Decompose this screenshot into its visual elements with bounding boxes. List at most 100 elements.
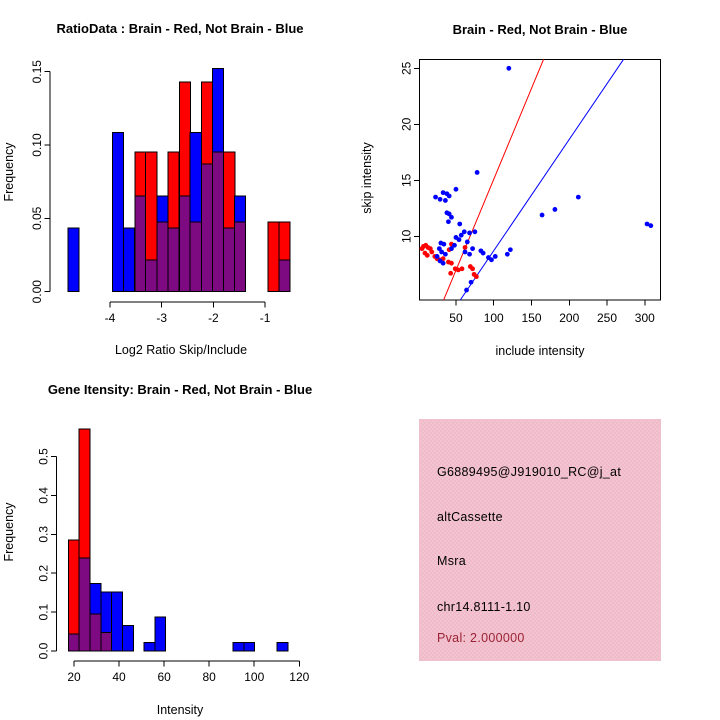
x-tick-label: -2: [208, 311, 219, 325]
y-tick-label: 0.4: [37, 487, 51, 504]
data-point: [480, 250, 486, 256]
data-point: [473, 274, 479, 280]
y-axis-label: Frequency: [2, 142, 16, 202]
chart-title: RatioData : Brain - Red, Not Brain - Blu…: [56, 21, 303, 36]
hist-bar: [112, 131, 125, 293]
hist-bar: [122, 227, 136, 293]
x-tick-label: -4: [105, 311, 116, 325]
probe-id-text: G6889495@J919010_RC@j_at: [437, 465, 622, 479]
data-point: [439, 249, 445, 255]
x-tick-label: 80: [203, 670, 217, 684]
info-panel: G6889495@J919010_RC@j_at altCassette Msr…: [419, 419, 661, 661]
data-point: [449, 246, 454, 252]
x-tick-label: 150: [521, 311, 541, 325]
hist-bar-overlap: [234, 221, 247, 293]
data-point: [472, 229, 478, 235]
data-point: [458, 232, 464, 238]
hist-bar: [67, 227, 80, 293]
hist-bar-overlap: [156, 221, 169, 293]
data-point: [552, 207, 558, 212]
hist-bar: [232, 642, 245, 652]
hist-bar-overlap: [211, 151, 224, 293]
hist-bar: [111, 591, 123, 652]
data-point: [504, 251, 510, 257]
series-not-brain: [433, 65, 654, 293]
y-tick-label: 0.2: [37, 565, 51, 582]
data-point: [441, 241, 447, 247]
splice-type-text: altCassette: [437, 510, 503, 524]
data-point: [446, 219, 451, 225]
data-point: [462, 249, 468, 255]
data-point: [467, 230, 472, 236]
x-axis-label: include intensity: [496, 344, 586, 358]
data-point: [648, 223, 654, 229]
x-tick-label: 250: [597, 311, 617, 325]
y-axis-label: skip intensity: [360, 141, 374, 213]
hist-bar-overlap: [223, 227, 236, 293]
data-point: [449, 260, 454, 266]
hist-bar: [143, 642, 156, 652]
data-point: [442, 198, 448, 203]
data-point: [539, 212, 545, 218]
y-tick-label: 10: [399, 229, 413, 243]
hist-bar-overlap: [89, 613, 102, 652]
data-point: [446, 211, 452, 217]
y-tick-label: 0.10: [30, 133, 44, 157]
data-point: [448, 270, 454, 276]
data-point: [433, 194, 438, 200]
data-point: [644, 221, 650, 227]
hist-bar-overlap: [134, 195, 147, 293]
y-tick-label: 0.0: [37, 642, 51, 659]
hist-bar-overlap: [278, 259, 291, 293]
y-tick-label: 0.00: [30, 280, 44, 304]
hist-bar-overlap: [189, 221, 202, 293]
x-tick-label: 100: [484, 311, 504, 325]
data-point: [440, 190, 446, 196]
x-tick-label: 40: [112, 670, 126, 684]
data-point: [455, 267, 461, 273]
gene-name-text: Msra: [437, 554, 466, 568]
hist-bar-overlap: [201, 163, 214, 293]
hist-bar-overlap: [100, 631, 113, 652]
x-tick-label: -1: [260, 311, 271, 325]
y-tick-label: 0.5: [37, 448, 51, 465]
x-tick-label: 200: [559, 311, 579, 325]
pval-text: Pval: 2.000000: [437, 631, 525, 645]
data-point: [489, 257, 494, 263]
hist-bar-overlap: [167, 227, 180, 293]
data-point: [468, 279, 474, 285]
plot-box: [418, 58, 662, 301]
hist-bar: [243, 642, 256, 652]
hist-bar: [121, 625, 134, 652]
hist-bar-overlap: [178, 195, 191, 293]
notbrain-fit-line: [459, 59, 624, 301]
panel-gene-intensity-histogram: Gene Itensity: Brain - Red, Not Brain - …: [2, 382, 312, 717]
hist-bar: [267, 221, 280, 293]
x-tick-label: 300: [635, 311, 655, 325]
y-tick-label: 15: [399, 173, 413, 187]
y-tick-label: 0.3: [37, 526, 51, 543]
data-point: [453, 186, 459, 192]
data-point: [464, 239, 470, 245]
y-tick-label: 25: [399, 61, 413, 75]
x-tick-label: -3: [156, 311, 167, 325]
data-point: [467, 251, 472, 257]
data-point: [470, 266, 475, 272]
chart-title: Gene Itensity: Brain - Red, Not Brain - …: [48, 382, 312, 397]
x-tick-label: 50: [449, 311, 463, 325]
data-point: [429, 249, 435, 255]
data-point: [462, 245, 468, 250]
x-axis-label: Intensity: [157, 703, 204, 717]
data-point: [437, 196, 443, 202]
data-point: [459, 266, 465, 272]
data-point: [507, 247, 513, 253]
data-point: [492, 254, 498, 259]
hist-bar: [154, 616, 167, 652]
hist-bar-overlap: [78, 557, 91, 652]
data-point: [457, 221, 463, 227]
data-point: [506, 65, 512, 71]
data-point: [575, 194, 581, 200]
data-point: [456, 237, 462, 243]
